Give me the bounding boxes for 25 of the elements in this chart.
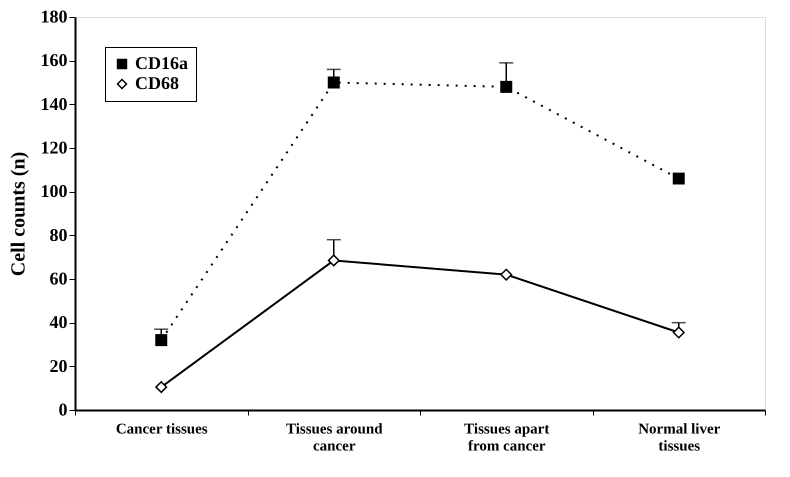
x-tick-label: Tissues around cancer	[286, 422, 384, 454]
point	[155, 334, 168, 346]
x-tick-label: Cancer tissues	[116, 422, 208, 438]
y-tick-label: 180	[40, 6, 68, 26]
y-tick-label: 140	[40, 94, 68, 114]
legend-label: CD16a	[135, 53, 188, 73]
point	[672, 326, 685, 338]
point	[500, 268, 512, 281]
legend-label: CD68	[135, 73, 179, 93]
y-tick-label: 20	[50, 356, 68, 376]
point	[328, 254, 340, 266]
point	[328, 76, 340, 88]
y-tick-label: 80	[50, 224, 68, 245]
point	[672, 172, 685, 185]
y-tick-label: 60	[50, 268, 68, 288]
x-tick-label: Normal liver tissues	[638, 422, 721, 454]
y-axis-title: Cell counts (n)	[8, 152, 30, 276]
point	[155, 381, 168, 394]
y-tick-label: 40	[50, 312, 68, 332]
y-tick-label: 100	[40, 181, 68, 202]
y-tick-label: 160	[40, 50, 68, 70]
y-tick-label: 120	[40, 138, 68, 158]
y-tick-label: 0	[58, 400, 68, 420]
point	[500, 80, 512, 93]
x-tick-label: Tissues apart from cancer	[464, 422, 550, 454]
